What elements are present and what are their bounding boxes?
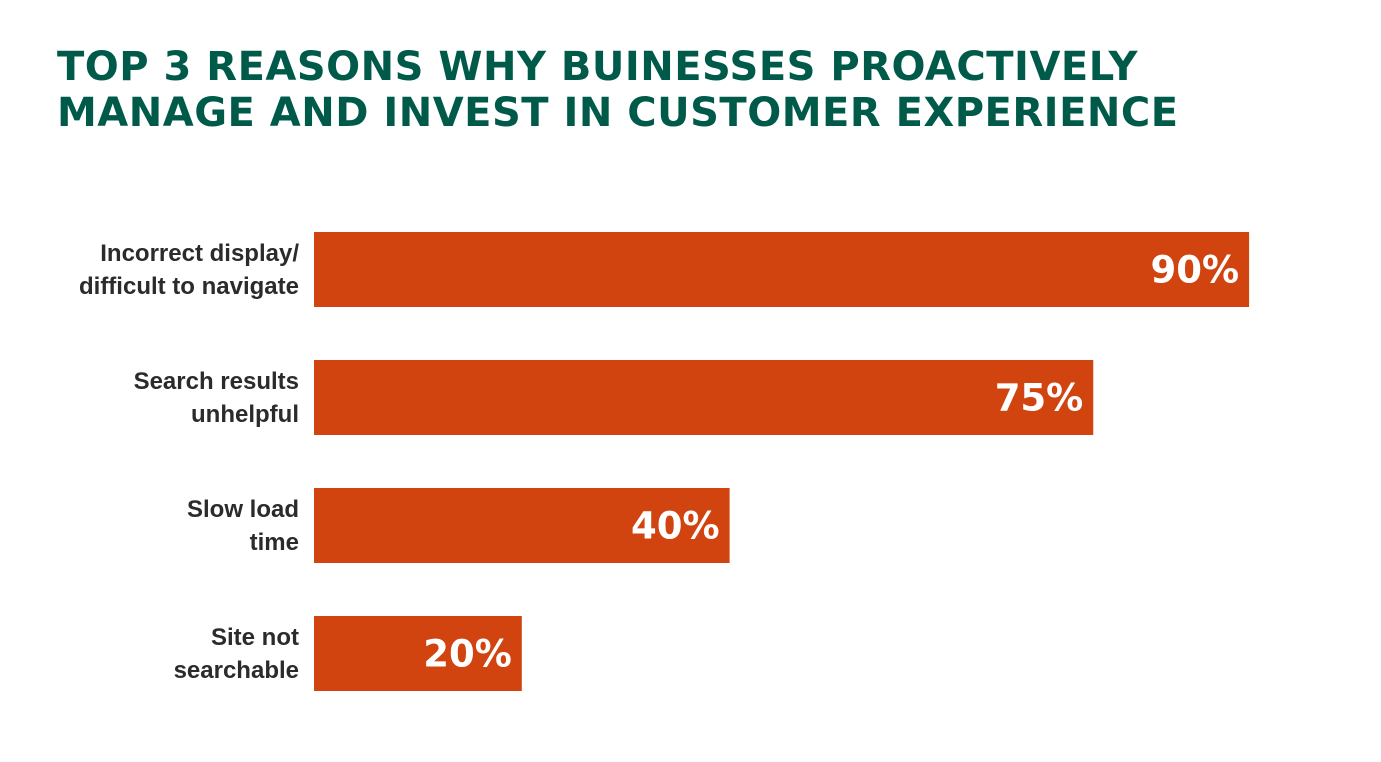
chart-title-line-1: TOP 3 REASONS WHY BUINESSES PROACTIVELY (57, 44, 1138, 90)
bar-value-label-3: 40% (631, 505, 720, 548)
bar-1 (314, 232, 1250, 307)
category-label-2-line-1: Search results (134, 368, 299, 395)
bar-value-label-2: 75% (995, 377, 1084, 420)
category-label-4-line-2: searchable (174, 657, 299, 684)
bar-4 (314, 616, 522, 691)
category-label-1-line-1: Incorrect display/ (100, 240, 299, 267)
category-label-2-line-2: unhelpful (191, 401, 299, 428)
bar-value-label-4: 20% (423, 633, 512, 676)
bar-3 (314, 488, 730, 563)
category-label-4-line-1: Site not (211, 624, 299, 651)
category-label-3-line-1: Slow load (187, 496, 299, 523)
bar-value-label-1: 90% (1151, 249, 1240, 292)
chart-title: TOP 3 REASONS WHY BUINESSES PROACTIVELY … (57, 44, 1179, 136)
bar-2 (314, 360, 1094, 435)
category-label-3-line-2: time (250, 529, 299, 556)
category-label-1-line-2: difficult to navigate (79, 273, 299, 300)
chart-title-line-2: MANAGE AND INVEST IN CUSTOMER EXPERIENCE (57, 90, 1179, 136)
